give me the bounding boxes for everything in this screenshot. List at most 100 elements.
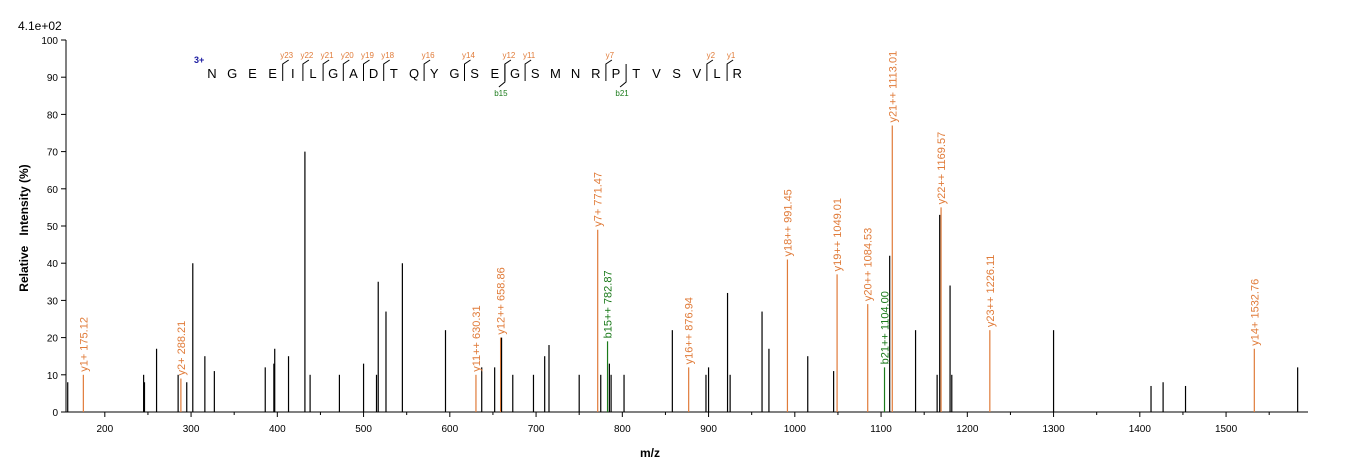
y-tick-label: 50 <box>47 222 59 233</box>
sequence-residue: V <box>692 66 701 81</box>
x-tick-label: 400 <box>269 424 286 435</box>
x-tick-label: 1200 <box>956 424 979 435</box>
x-tick-label: 1100 <box>870 424 892 435</box>
y-ion-bracket <box>322 59 330 81</box>
y-ion-bracket <box>605 59 613 81</box>
sequence-residue: G <box>510 66 520 81</box>
y-tick-label: 80 <box>47 110 59 121</box>
sequence-residue: I <box>291 66 295 81</box>
y-ion-marker: y11 <box>523 51 536 60</box>
sequence-residue: L <box>309 66 316 81</box>
b-ion-marker: b21 <box>615 89 629 98</box>
sequence-residue: E <box>490 66 499 81</box>
sequence-residue: G <box>227 66 237 81</box>
peak-label: y16++ 876.94 <box>684 297 696 364</box>
x-axis-title: m/z <box>640 446 660 460</box>
y-ion-bracket <box>383 59 390 81</box>
sequence-residue: D <box>369 66 378 81</box>
sequence-residue: N <box>207 66 216 81</box>
y-tick-label: 70 <box>47 148 59 159</box>
sequence-residue: R <box>733 66 742 81</box>
sequence-residue: Y <box>430 66 439 81</box>
sequence-residue: T <box>390 66 398 81</box>
x-tick-label: 1300 <box>1042 424 1065 435</box>
x-tick-label: 200 <box>96 424 113 435</box>
sequence-residue: Q <box>409 66 419 81</box>
x-tick-label: 700 <box>528 424 545 435</box>
sequence-residue: E <box>268 66 277 81</box>
y-ion-marker: y2 <box>707 51 716 60</box>
axes: 0 10 20 30 40 50 60 70 80 90 100 200 300 400 500 600 700… <box>41 36 1308 435</box>
y-tick-label: 20 <box>47 334 59 345</box>
y-tick-label: 100 <box>41 36 58 47</box>
x-tick-label: 600 <box>441 424 458 435</box>
sequence-residue: L <box>713 66 720 81</box>
b-ion-bracket <box>498 64 506 88</box>
x-tick-label: 300 <box>183 424 200 435</box>
x-tick-label: 900 <box>700 424 717 435</box>
y-ion-marker: y23 <box>280 51 293 60</box>
peak-label: y19++ 1049.01 <box>832 198 844 271</box>
y-ion-marker: y21 <box>321 51 334 60</box>
sequence-residue: N <box>571 66 580 81</box>
sequence-residue: T <box>632 66 640 81</box>
peak-label: y21++ 1113.01 <box>887 51 899 123</box>
sequence-residue: S <box>672 66 681 81</box>
x-tick-label: 800 <box>614 424 631 435</box>
y-tick-label: 90 <box>47 73 59 84</box>
y-ion-marker: y22 <box>300 51 313 60</box>
b-ion-bracket <box>619 64 627 88</box>
y-ion-bracket <box>302 59 310 81</box>
y-ion-marker: y14 <box>462 51 475 60</box>
y-ion-bracket <box>423 59 431 81</box>
peak-label: b15++ 782.87 <box>603 270 615 338</box>
y-ion-marker: y19 <box>361 51 374 60</box>
b-ion-marker: b15 <box>494 89 508 98</box>
peak-label: y22++ 1169.57 <box>936 132 948 205</box>
y-ion-bracket <box>464 59 471 81</box>
intensity-scale-label: 4.1e+02 <box>18 19 62 33</box>
sequence-residue: E <box>248 66 257 81</box>
y-tick-label: 40 <box>47 259 59 270</box>
peaks-group <box>67 125 1299 412</box>
sequence-residue: V <box>652 66 661 81</box>
x-tick-label: 1000 <box>784 424 807 435</box>
y-ion-bracket <box>706 59 714 81</box>
sequence-residue: A <box>349 66 358 81</box>
y-ion-marker: y20 <box>341 51 354 60</box>
sequence-residue: M <box>550 66 561 81</box>
y-ion-marker: y7 <box>606 51 615 60</box>
y-ion-marker: y12 <box>502 51 515 60</box>
sequence-residue: G <box>328 66 338 81</box>
y-ion-bracket <box>524 59 532 81</box>
peak-label: y14+ 1532.76 <box>1249 279 1261 346</box>
y-tick-label: 10 <box>47 371 59 382</box>
peak-label: y20++ 1084.53 <box>863 228 875 301</box>
sequence-residue: G <box>449 66 459 81</box>
peak-labels-group: y1+ 175.12 y2+ 288.21 y11++ 630.31 y12++ 65… <box>78 51 1261 376</box>
peak-label: y11++ 630.31 <box>471 305 483 371</box>
y-tick-label: 0 <box>52 408 58 419</box>
y-tick-label: 60 <box>47 185 59 196</box>
y-ion-bracket <box>342 59 350 81</box>
y-ion-bracket <box>363 59 370 81</box>
charge-state: 3+ <box>194 55 204 65</box>
y-ion-bracket <box>282 59 289 81</box>
sequence-residue: P <box>612 66 621 81</box>
y-axis-title: Relative Intensity (%) <box>17 164 31 291</box>
peak-label: y2+ 288.21 <box>176 321 188 376</box>
y-tick-label: 30 <box>47 296 59 307</box>
y-ion-marker: y16 <box>422 51 435 60</box>
x-tick-label: 500 <box>355 424 372 435</box>
sequence-residue: R <box>591 66 600 81</box>
x-tick-label: 1500 <box>1215 424 1238 435</box>
peak-label: y23++ 1226.11 <box>985 255 997 328</box>
peak-label: b21++ 1104.00 <box>880 291 892 364</box>
y-ion-marker: y1 <box>727 51 736 60</box>
sequence-residue: S <box>470 66 479 81</box>
peak-label: y7+ 771.47 <box>593 172 605 227</box>
peak-label: y12++ 658.86 <box>496 267 508 334</box>
peak-label: y18++ 991.45 <box>782 189 794 256</box>
